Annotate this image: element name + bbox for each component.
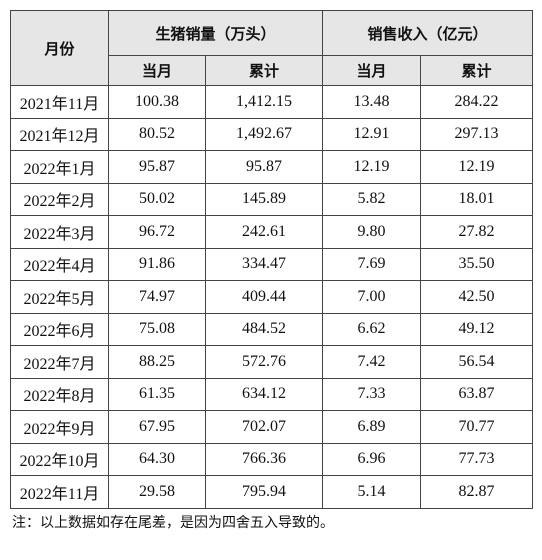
- group-header: 生猪销量（万头）: [107, 10, 324, 56]
- value-cell: 334.47: [204, 247, 324, 281]
- value-cell: 27.82: [420, 215, 534, 249]
- value-cell: 67.95: [108, 410, 206, 444]
- value-cell: 5.82: [322, 182, 422, 216]
- value-cell: 88.25: [108, 345, 206, 379]
- data-row: 2022年9月 67.95 702.07 6.89 70.77: [10, 410, 534, 444]
- value-cell: 96.72: [108, 215, 206, 249]
- value-cell: 795.94: [204, 475, 324, 509]
- data-row: 2022年3月 96.72 242.61 9.80 27.82: [10, 215, 534, 249]
- value-cell: 634.12: [204, 377, 324, 411]
- value-cell: 284.22: [420, 85, 534, 119]
- value-cell: 7.69: [322, 247, 422, 281]
- value-cell: 7.33: [322, 377, 422, 411]
- value-cell: 56.54: [420, 345, 534, 379]
- value-cell: 12.91: [322, 117, 422, 151]
- value-cell: 74.97: [108, 280, 206, 314]
- month-cell: 2022年10月: [10, 442, 109, 476]
- sales-table: 月份 生猪销量（万头） 销售收入（亿元） 当月 累计 当月 累计 2021年11月 10…: [10, 10, 534, 509]
- subheader-row: 当月 累计 当月 累计: [11, 55, 534, 86]
- value-cell: 7.42: [322, 345, 422, 379]
- value-cell: 100.38: [108, 85, 206, 119]
- value-cell: 80.52: [108, 117, 206, 151]
- month-cell: 2022年1月: [10, 150, 109, 184]
- value-cell: 50.02: [108, 182, 206, 216]
- month-cell: 2022年3月: [10, 215, 109, 249]
- month-cell: 2022年8月: [10, 377, 109, 411]
- data-row: 2022年1月 95.87 95.87 12.19 12.19: [10, 150, 534, 184]
- value-cell: 242.61: [204, 215, 324, 249]
- data-row: 2021年12月 80.52 1,492.67 12.91 297.13: [10, 117, 534, 151]
- value-cell: 61.35: [108, 377, 206, 411]
- month-cell: 2022年6月: [10, 312, 109, 346]
- value-cell: 77.73: [420, 442, 534, 476]
- value-cell: 484.52: [204, 312, 324, 346]
- data-row: 2022年11月 29.58 795.94 5.14 82.87: [10, 475, 534, 509]
- month-cell: 2022年9月: [10, 410, 109, 444]
- header-row: 月份 生猪销量（万头） 销售收入（亿元）: [10, 10, 534, 86]
- value-cell: 35.50: [420, 247, 534, 281]
- value-cell: 18.01: [420, 182, 534, 216]
- month-cell: 2022年7月: [10, 345, 109, 379]
- value-cell: 95.87: [204, 150, 324, 184]
- value-cell: 13.48: [322, 85, 422, 119]
- value-cell: 91.86: [108, 247, 206, 281]
- month-cell: 2022年11月: [10, 475, 109, 509]
- data-row: 2022年8月 61.35 634.12 7.33 63.87: [10, 377, 534, 411]
- value-cell: 75.08: [108, 312, 206, 346]
- value-cell: 49.12: [420, 312, 534, 346]
- month-cell: 2022年4月: [10, 247, 109, 281]
- value-cell: 6.62: [322, 312, 422, 346]
- data-row: 2022年10月 64.30 766.36 6.96 77.73: [10, 442, 534, 476]
- data-row: 2022年4月 91.86 334.47 7.69 35.50: [10, 247, 534, 281]
- value-cell: 42.50: [420, 280, 534, 314]
- value-cell: 12.19: [420, 150, 534, 184]
- value-cell: 9.80: [322, 215, 422, 249]
- data-row: 2022年2月 50.02 145.89 5.82 18.01: [10, 182, 534, 216]
- value-cell: 145.89: [204, 182, 324, 216]
- value-cell: 5.14: [322, 475, 422, 509]
- value-cell: 29.58: [108, 475, 206, 509]
- subheader-cell: 累计: [420, 55, 534, 86]
- table-wrap: 月份 生猪销量（万头） 销售收入（亿元） 当月 累计 当月 累计 2021年11月 10…: [10, 10, 534, 509]
- table-body: 2021年11月 100.38 1,412.15 13.48 284.22 2021年12…: [10, 85, 534, 509]
- data-row: 2022年6月 75.08 484.52 6.62 49.12: [10, 312, 534, 346]
- group-header: 销售收入（亿元）: [322, 10, 534, 56]
- table-head: 月份 生猪销量（万头） 销售收入（亿元） 当月 累计 当月 累计: [10, 10, 534, 86]
- value-cell: 64.30: [108, 442, 206, 476]
- subheader-cell: 当月: [322, 55, 422, 86]
- value-cell: 7.00: [322, 280, 422, 314]
- value-cell: 1,412.15: [204, 85, 324, 119]
- value-cell: 766.36: [204, 442, 324, 476]
- value-cell: 12.19: [322, 150, 422, 184]
- value-cell: 409.44: [204, 280, 324, 314]
- value-cell: 1,492.67: [204, 117, 324, 151]
- value-cell: 297.13: [420, 117, 534, 151]
- data-row: 2022年5月 74.97 409.44 7.00 42.50: [10, 280, 534, 314]
- month-cell: 2021年11月: [10, 85, 109, 119]
- value-cell: 95.87: [108, 150, 206, 184]
- value-cell: 702.07: [204, 410, 324, 444]
- value-cell: 70.77: [420, 410, 534, 444]
- value-cell: 63.87: [420, 377, 534, 411]
- month-cell: 2022年5月: [10, 280, 109, 314]
- value-cell: 82.87: [420, 475, 534, 509]
- value-cell: 572.76: [204, 345, 324, 379]
- data-row: 2021年11月 100.38 1,412.15 13.48 284.22: [10, 85, 534, 119]
- footnote: 注：以上数据如存在尾差，是因为四舍五入导致的。: [12, 515, 334, 531]
- subheader-cell: 累计: [204, 55, 324, 86]
- month-header: 月份: [10, 10, 109, 86]
- month-cell: 2022年2月: [10, 182, 109, 216]
- month-cell: 2021年12月: [10, 117, 109, 151]
- value-cell: 6.96: [322, 442, 422, 476]
- value-cell: 6.89: [322, 410, 422, 444]
- subheader-cell: 当月: [108, 55, 206, 86]
- data-row: 2022年7月 88.25 572.76 7.42 56.54: [10, 345, 534, 379]
